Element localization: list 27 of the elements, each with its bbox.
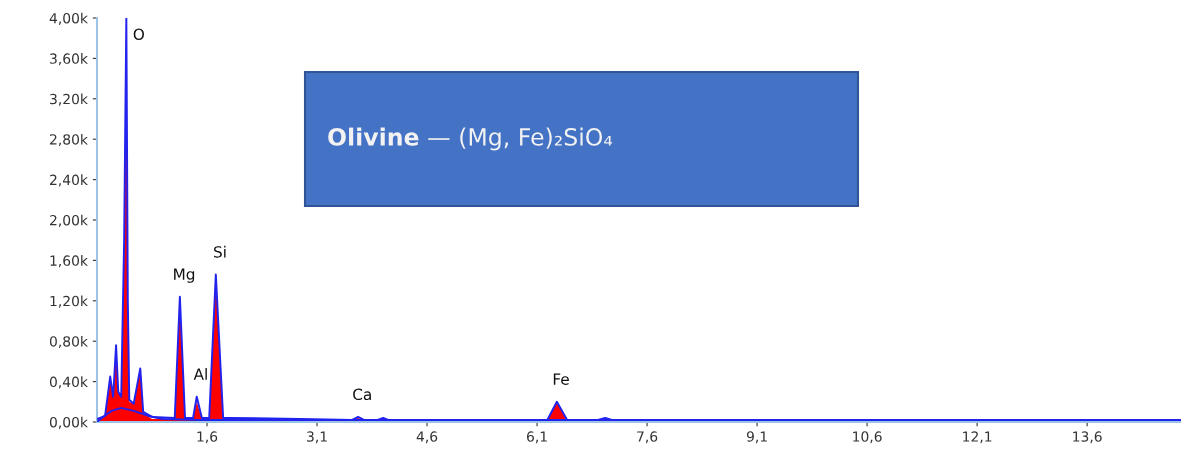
annotation: Mg <box>174 268 195 283</box>
y-tick-label: 2,80k <box>50 133 88 147</box>
y-tick-label: 3,20k <box>50 93 88 106</box>
y-tick-label: 3,60k <box>50 53 88 66</box>
annotation: Si <box>214 245 226 258</box>
x-tick-label: 4,6 <box>416 431 438 444</box>
y-tick-label: 4,00k <box>49 12 88 25</box>
x-tick-label: 13,6 <box>1073 431 1102 444</box>
annotation: Fe <box>553 373 569 385</box>
text: Olivine — (Mg, Fe)₂SiO₄ <box>328 127 613 151</box>
x-tick-label: 6,1 <box>526 431 547 444</box>
x-tick-label: 1,6 <box>197 431 218 444</box>
y-tick-label: 1,20k <box>50 295 88 308</box>
y-tick-label: 1,60k <box>50 255 88 268</box>
y-tick-label: 0,80k <box>49 335 88 349</box>
x-tick-label: 10,6 <box>853 431 882 444</box>
y-tick-label: 0,40k <box>49 376 88 389</box>
y-tick-label: 2,00k <box>50 214 88 227</box>
x-tick-label: 3,1 <box>307 431 327 444</box>
annotation: Ca <box>353 388 371 401</box>
annotation: O <box>133 28 144 41</box>
x-tick-label: 12,1 <box>963 431 992 444</box>
y-tick-label: 2,40k <box>50 174 88 187</box>
x-tick-label: 9,1 <box>746 431 767 444</box>
x-tick-label: 7,6 <box>637 431 658 444</box>
y-tick-label: 0,00k <box>49 416 88 429</box>
annotation: Al <box>193 368 207 380</box>
